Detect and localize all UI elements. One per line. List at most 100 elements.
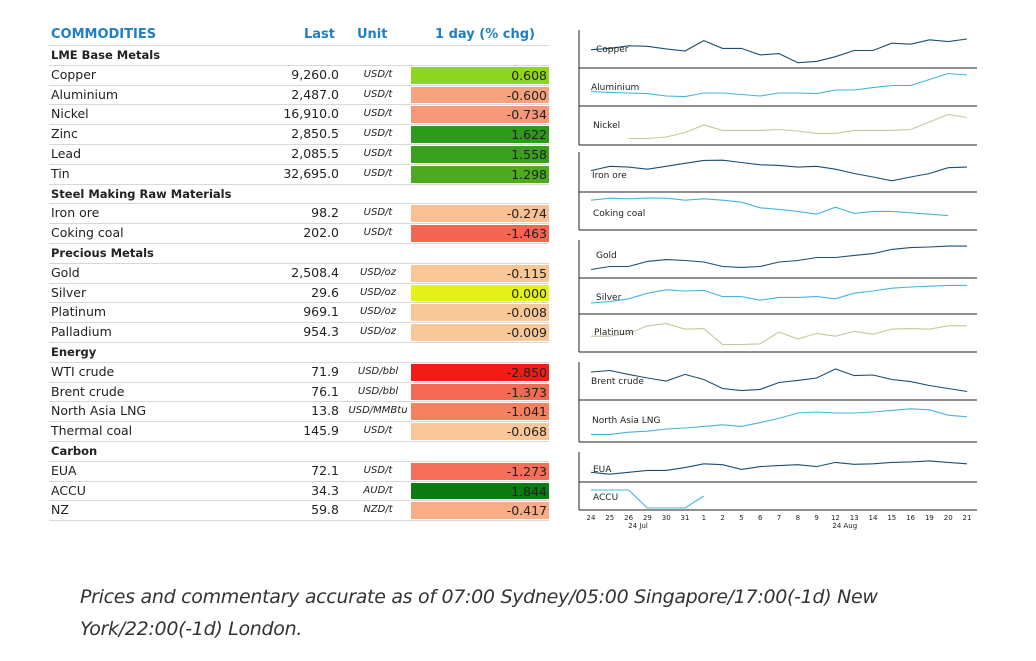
- table-row: NZ 59.8 NZD/t -0.417: [49, 501, 549, 522]
- section-header: LME Base Metals: [49, 46, 549, 66]
- unit: USD/t: [363, 464, 393, 476]
- sparkline-aluminium: [590, 72, 968, 98]
- commodity-name: Gold: [51, 264, 80, 280]
- sparkline-iron-ore: [590, 159, 968, 182]
- commodity-name: Nickel: [51, 106, 89, 122]
- x-tick-label: 19: [925, 514, 934, 522]
- table-row: North Asia LNG 13.8 USD/MMBtu -1.041: [49, 402, 549, 423]
- x-tick-label: 20: [944, 514, 953, 522]
- unit: USD/t: [363, 128, 393, 140]
- sparkline-silver: [590, 284, 967, 304]
- change-cell: -2.850: [411, 363, 549, 381]
- commodities-table: COMMODITIES Last Unit 1 day (% chg) LME …: [49, 26, 549, 522]
- sparkline-label: North Asia LNG: [592, 416, 661, 426]
- sparkline-copper: [590, 38, 968, 64]
- last-price: 32,695.0: [283, 165, 339, 181]
- sparkline-coking-coal: [590, 197, 949, 217]
- table-row: EUA 72.1 USD/t -1.273: [49, 462, 549, 482]
- commodity-name: Brent crude: [51, 383, 125, 399]
- last-price: 202.0: [303, 225, 339, 241]
- sparkline-label: ACCU: [593, 493, 618, 503]
- commodity-name: North Asia LNG: [51, 403, 147, 419]
- sparkline-accu: [591, 489, 705, 509]
- sparkline-label: EUA: [593, 465, 612, 475]
- x-tick-label: 29: [643, 514, 652, 522]
- change-cell: 1.844: [411, 482, 549, 500]
- last-price: 59.8: [311, 502, 339, 518]
- sparkline-label: Iron ore: [592, 171, 627, 181]
- change-cell: -1.041: [411, 403, 549, 421]
- commodity-name: NZ: [51, 502, 69, 518]
- change-cell: -1.463: [411, 225, 549, 242]
- change-cell: -0.600: [411, 86, 549, 104]
- x-tick-label: 31: [681, 514, 690, 522]
- change-heading: 1 day (% chg): [435, 27, 535, 42]
- commodities-heading: COMMODITIES: [51, 27, 157, 42]
- change-cell: 1.622: [411, 126, 549, 143]
- unit: USD/t: [363, 68, 393, 80]
- last-price: 98.2: [311, 205, 339, 221]
- unit: USD/oz: [359, 286, 397, 298]
- change-cell: -0.734: [411, 106, 549, 124]
- commodity-name: Platinum: [51, 304, 107, 320]
- unit: USD/bbl: [357, 385, 399, 397]
- last-price: 9,260.0: [291, 66, 339, 82]
- x-tick-label: 8: [796, 514, 800, 522]
- table-row: Copper 9,260.0 USD/t 0.608: [49, 66, 549, 86]
- table-row: WTI crude 71.9 USD/bbl -2.850: [49, 363, 549, 383]
- change-cell: 1.558: [411, 145, 549, 163]
- sparkline-label: Gold: [596, 251, 617, 261]
- table-row: Lead 2,085.5 USD/t 1.558: [49, 145, 549, 165]
- table-row: Palladium 954.3 USD/oz -0.009: [49, 323, 549, 343]
- change-cell: -0.068: [411, 423, 549, 440]
- table-row: Coking coal 202.0 USD/t -1.463: [49, 224, 549, 244]
- unit: USD/t: [363, 425, 393, 437]
- section-header: Carbon: [49, 442, 549, 462]
- sparkline-label: Coking coal: [593, 209, 645, 219]
- table-row: Silver 29.6 USD/oz 0.000: [49, 284, 549, 304]
- x-tick-label: 14: [869, 514, 878, 522]
- commodity-name: Thermal coal: [51, 423, 133, 439]
- unit: USD/t: [363, 167, 393, 179]
- table-row: Zinc 2,850.5 USD/t 1.622: [49, 125, 549, 145]
- x-tick-label: 2: [720, 514, 724, 522]
- sparkline-label: Brent crude: [591, 377, 644, 387]
- last-price: 969.1: [303, 304, 339, 320]
- last-price: 2,850.5: [291, 126, 339, 142]
- sparkline-brent-crude: [590, 368, 968, 393]
- table-row: Aluminium 2,487.0 USD/t -0.600: [49, 86, 549, 106]
- x-tick-label: 6: [758, 514, 763, 522]
- last-price: 145.9: [303, 423, 339, 439]
- last-price: 954.3: [303, 324, 339, 340]
- x-tick-label: 13: [850, 514, 859, 522]
- table-row: Tin 32,695.0 USD/t 1.298: [49, 165, 549, 185]
- table-row: Platinum 969.1 USD/oz -0.008: [49, 303, 549, 324]
- unit: USD/t: [363, 207, 393, 219]
- sparkline-label: Nickel: [593, 121, 620, 131]
- commodity-name: ACCU: [51, 482, 86, 498]
- commodity-name: Silver: [51, 284, 87, 300]
- unit: USD/t: [363, 108, 393, 120]
- sparkline-label: Silver: [596, 293, 622, 303]
- last-price: 76.1: [311, 383, 339, 399]
- commodity-name: Lead: [51, 145, 82, 161]
- commodity-name: Iron ore: [51, 205, 100, 221]
- x-tick-label: 9: [814, 514, 818, 522]
- x-tick-label: 15: [887, 514, 896, 522]
- footer-note: Prices and commentary accurate as of 07:…: [80, 581, 920, 645]
- x-tick-label: 5: [739, 514, 743, 522]
- last-price: 72.1: [311, 462, 339, 478]
- sparkline-nickel: [628, 113, 968, 140]
- commodity-name: Aluminium: [51, 86, 119, 102]
- section-header: Energy: [49, 343, 549, 363]
- unit: USD/bbl: [357, 365, 399, 377]
- last-price: 2,487.0: [291, 86, 339, 102]
- change-cell: -0.009: [411, 324, 549, 341]
- unit: AUD/t: [363, 484, 393, 496]
- x-tick-label: 21: [963, 514, 972, 522]
- sparkline-gold: [590, 245, 967, 271]
- change-cell: 0.000: [411, 284, 549, 302]
- table-row: ACCU 34.3 AUD/t 1.844: [49, 482, 549, 502]
- section-header: Precious Metals: [49, 244, 549, 264]
- table-row: Thermal coal 145.9 USD/t -0.068: [49, 422, 549, 442]
